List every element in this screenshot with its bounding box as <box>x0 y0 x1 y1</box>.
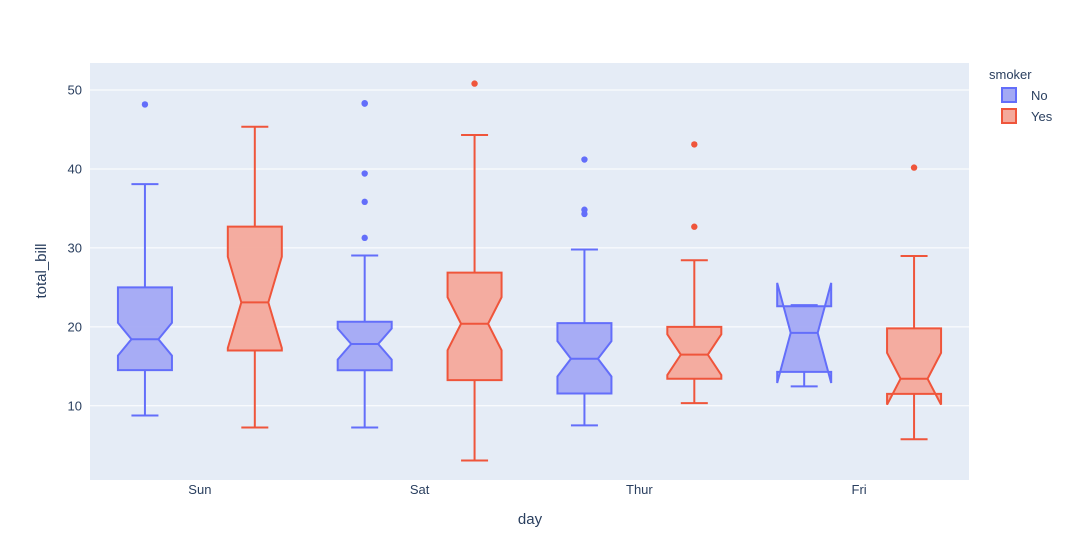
x-tick-label-thur: Thur <box>626 482 653 497</box>
box-no-thur[interactable] <box>556 156 613 427</box>
box-body[interactable] <box>446 271 503 382</box>
box-yes-sun[interactable] <box>226 125 283 429</box>
outlier-point[interactable] <box>471 80 478 87</box>
box-body[interactable] <box>336 320 393 372</box>
x-tick-label-sat: Sat <box>410 482 430 497</box>
box-no-sat[interactable] <box>336 99 393 429</box>
outlier-point[interactable] <box>361 170 368 177</box>
x-tick-label-fri: Fri <box>852 482 867 497</box>
legend-item-no[interactable]: No <box>1001 87 1048 103</box>
box-body[interactable] <box>886 327 943 406</box>
box-body[interactable] <box>226 225 283 352</box>
legend-items[interactable]: No Yes <box>1001 87 1053 124</box>
y-tick-label: 50 <box>68 83 82 98</box>
y-tick-label: 10 <box>68 398 82 413</box>
plot-background <box>90 63 969 480</box>
box-body[interactable] <box>666 325 723 380</box>
legend[interactable]: smoker No Yes <box>989 67 1053 124</box>
y-tick-label: 20 <box>68 319 82 334</box>
y-axis-title: total_bill <box>33 243 50 298</box>
outlier-point[interactable] <box>361 234 368 242</box>
y-tick-label: 40 <box>68 161 82 176</box>
box-body[interactable] <box>116 286 173 372</box>
box-traces[interactable] <box>116 80 943 462</box>
outlier-point[interactable] <box>361 99 368 107</box>
outlier-point[interactable] <box>691 223 698 230</box>
outlier-point[interactable] <box>910 164 918 171</box>
y-tick-label: 30 <box>68 240 82 255</box>
x-tick-label-sun: Sun <box>188 482 211 497</box>
legend-swatch <box>1001 87 1017 103</box>
legend-title: smoker <box>989 67 1032 82</box>
box-yes-fri[interactable] <box>886 164 943 441</box>
legend-label: Yes <box>1031 109 1053 124</box>
box-no-sun[interactable] <box>116 101 173 417</box>
outlier-point[interactable] <box>361 198 368 206</box>
y-tick-labels: 10 20 30 40 50 <box>68 83 82 414</box>
outlier-point[interactable] <box>581 156 588 163</box>
x-tick-labels: Sun Sat Thur Fri <box>188 482 867 497</box>
outlier-point[interactable] <box>141 101 149 108</box>
legend-item-yes[interactable]: Yes <box>1001 108 1053 124</box>
legend-swatch <box>1001 108 1017 124</box>
box-no-fri[interactable] <box>776 282 833 388</box>
outlier-point[interactable] <box>691 141 698 148</box>
box-yes-thur[interactable] <box>666 141 723 405</box>
legend-label: No <box>1031 88 1048 103</box>
outlier-point[interactable] <box>581 206 588 213</box>
x-axis-title: day <box>518 511 543 528</box>
box-yes-sat[interactable] <box>446 80 503 462</box>
